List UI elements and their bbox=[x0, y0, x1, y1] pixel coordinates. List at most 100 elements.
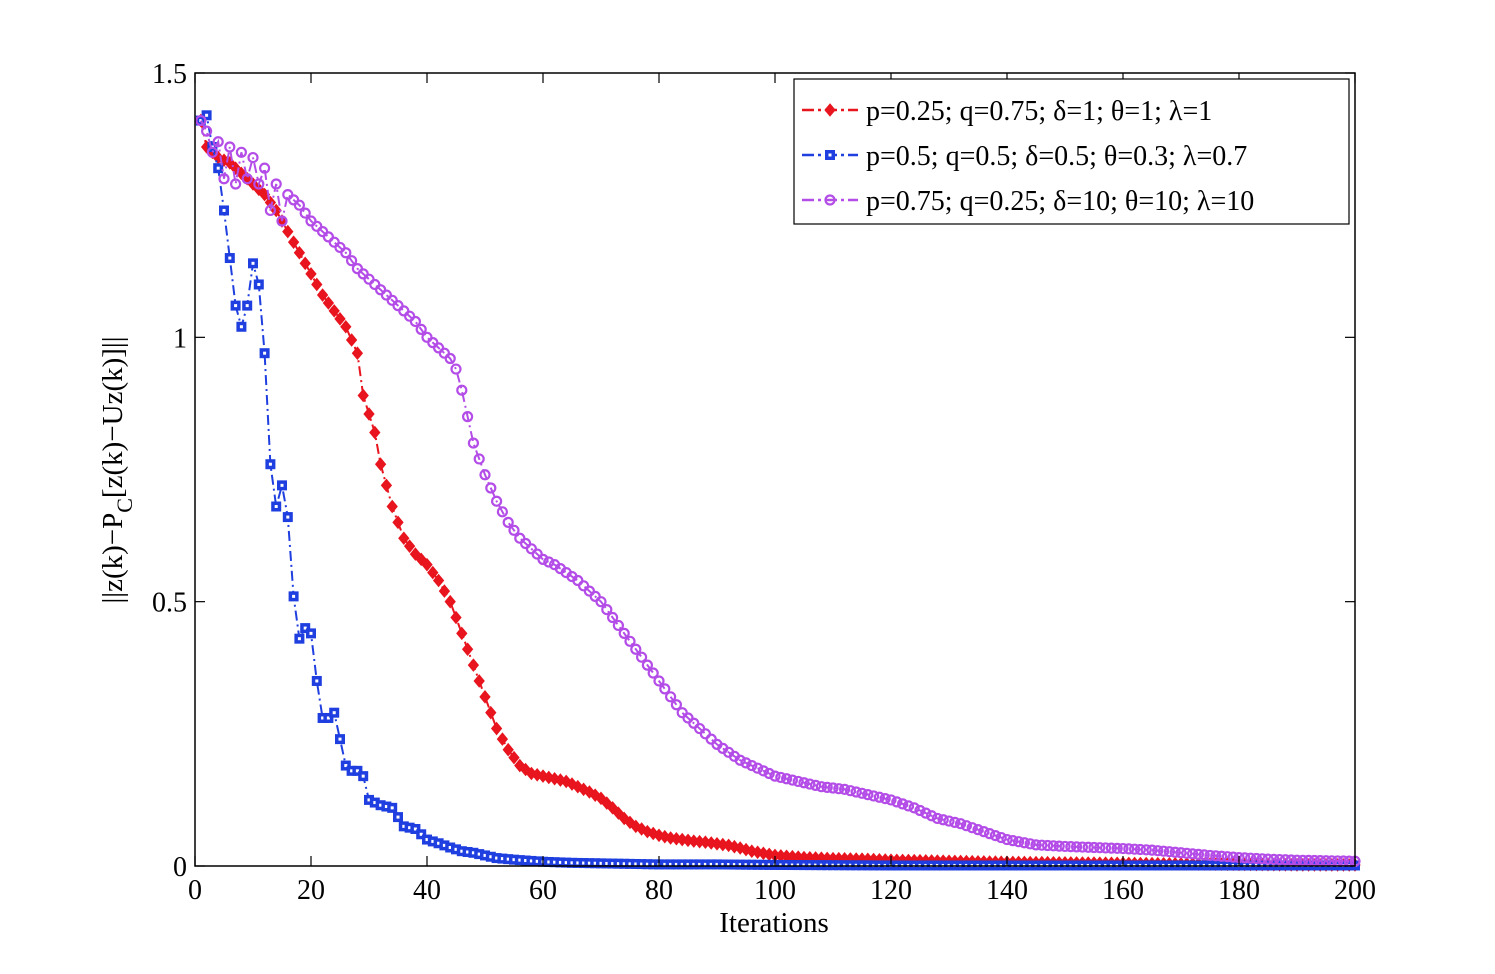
data-point bbox=[392, 515, 404, 530]
data-point bbox=[1204, 849, 1216, 862]
data-point bbox=[357, 388, 369, 403]
data-point bbox=[943, 815, 955, 827]
x-tick-label: 80 bbox=[645, 875, 673, 906]
legend-label: p=0.75; q=0.25; δ=10; θ=10; λ=10 bbox=[866, 186, 1254, 217]
data-point bbox=[461, 642, 474, 657]
data-point bbox=[786, 774, 799, 786]
data-point-center bbox=[361, 774, 365, 778]
data-point bbox=[398, 531, 410, 546]
data-point-center bbox=[390, 806, 394, 810]
x-tick-label: 140 bbox=[986, 875, 1028, 906]
data-point bbox=[1262, 853, 1274, 865]
data-point bbox=[931, 812, 944, 825]
data-point bbox=[670, 699, 683, 711]
data-point bbox=[769, 770, 781, 782]
data-point bbox=[253, 178, 265, 190]
data-point bbox=[1239, 852, 1251, 864]
data-point bbox=[920, 807, 932, 819]
y-axis-label: ||z(k)−PC[z(k)−Uz(k)]|| bbox=[97, 336, 137, 603]
data-point bbox=[879, 792, 891, 805]
data-point-center bbox=[222, 208, 226, 212]
plot-marks bbox=[195, 110, 1361, 872]
data-point bbox=[1210, 850, 1222, 862]
data-point-center bbox=[495, 856, 499, 860]
data-point-center bbox=[709, 862, 713, 866]
data-point bbox=[1279, 854, 1292, 866]
x-tick-label: 100 bbox=[754, 875, 796, 906]
data-point bbox=[595, 791, 607, 806]
data-point bbox=[566, 777, 578, 791]
data-point bbox=[276, 215, 288, 227]
data-point-center bbox=[402, 824, 406, 828]
data-point bbox=[902, 800, 915, 812]
data-point bbox=[641, 659, 654, 671]
data-point bbox=[989, 830, 1002, 842]
data-point bbox=[479, 469, 491, 481]
data-point-center bbox=[408, 826, 412, 830]
data-point bbox=[1123, 843, 1135, 855]
data-point-center bbox=[663, 862, 667, 866]
data-point-center bbox=[425, 838, 429, 842]
data-point bbox=[612, 619, 625, 632]
data-point bbox=[543, 556, 555, 568]
data-point-center bbox=[744, 863, 748, 867]
data-point bbox=[1001, 833, 1013, 846]
data-point-center bbox=[611, 862, 615, 866]
data-point bbox=[421, 557, 433, 572]
data-point bbox=[618, 627, 630, 639]
data-point bbox=[1291, 854, 1303, 866]
data-point bbox=[351, 346, 364, 360]
data-point-center bbox=[234, 304, 238, 308]
data-point bbox=[432, 573, 445, 588]
data-point bbox=[247, 151, 259, 164]
data-point bbox=[954, 818, 967, 830]
y-tick-label: 1 bbox=[173, 323, 187, 354]
series-line bbox=[200, 113, 1355, 867]
data-point bbox=[287, 235, 300, 249]
data-point bbox=[896, 798, 909, 810]
data-point bbox=[456, 626, 468, 641]
x-tick-label: 160 bbox=[1102, 875, 1144, 906]
data-point-center bbox=[367, 798, 371, 802]
data-point-center bbox=[245, 304, 249, 308]
data-point bbox=[1094, 842, 1106, 854]
data-point-center bbox=[419, 832, 423, 836]
data-point bbox=[409, 547, 422, 561]
data-point bbox=[1152, 845, 1164, 857]
data-point-center bbox=[825, 863, 829, 867]
data-point bbox=[664, 691, 677, 703]
data-point-center bbox=[767, 863, 771, 867]
data-point bbox=[635, 651, 648, 663]
data-point bbox=[1134, 843, 1147, 856]
data-point-center bbox=[431, 839, 435, 843]
data-point-center bbox=[727, 863, 731, 867]
data-point bbox=[775, 771, 787, 784]
data-point-center bbox=[785, 863, 789, 867]
y-tick-label: 1.5 bbox=[152, 59, 187, 90]
data-point bbox=[456, 384, 468, 396]
x-tick-label: 60 bbox=[529, 875, 557, 906]
data-point bbox=[850, 786, 862, 798]
data-point-center bbox=[796, 863, 800, 867]
series-line bbox=[199, 120, 1355, 866]
data-point-center bbox=[216, 166, 220, 170]
data-point bbox=[792, 775, 804, 788]
data-point bbox=[490, 721, 503, 736]
data-point bbox=[966, 822, 978, 834]
data-point-center bbox=[680, 862, 684, 866]
data-point-center bbox=[553, 860, 557, 864]
data-point bbox=[1059, 840, 1071, 853]
axis-tick-labels: 0 20 40 60 80 100 120 140 160 180 200 0 0.5 1 1.5 bbox=[152, 59, 1376, 906]
data-point-center bbox=[616, 862, 620, 866]
data-point-center bbox=[292, 594, 296, 598]
data-point bbox=[444, 352, 456, 365]
data-point bbox=[1297, 854, 1309, 866]
data-point bbox=[978, 826, 990, 838]
data-point-center bbox=[373, 801, 377, 805]
data-point-center bbox=[692, 862, 696, 866]
data-point bbox=[485, 705, 497, 720]
data-point-center bbox=[645, 862, 649, 866]
data-point-center bbox=[268, 462, 272, 466]
legend-marker bbox=[824, 194, 836, 206]
data-point-center bbox=[489, 855, 493, 859]
